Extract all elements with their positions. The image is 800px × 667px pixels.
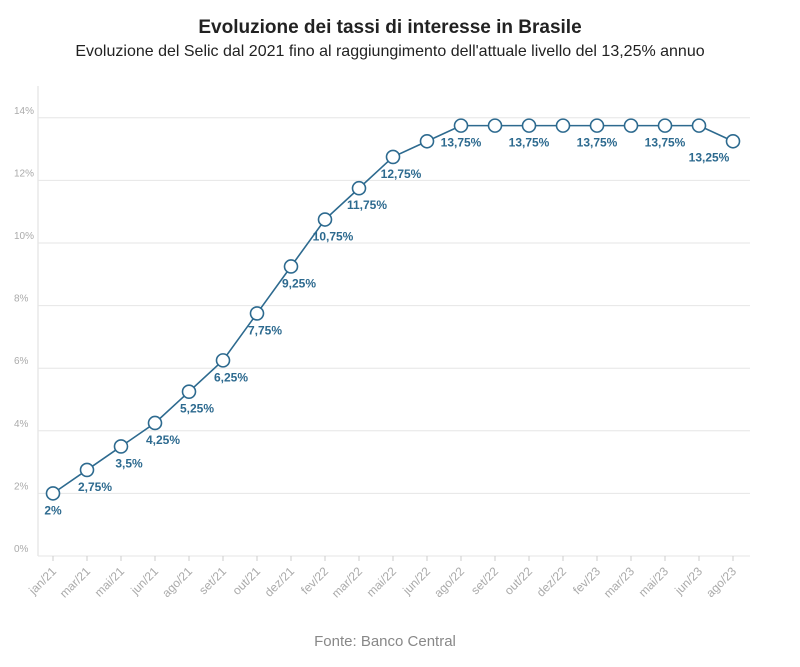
data-label: 13,75% bbox=[441, 136, 482, 150]
y-tick-label: 4% bbox=[14, 419, 29, 430]
x-tick-label: mai/21 bbox=[92, 564, 128, 600]
y-tick-label: 0% bbox=[14, 544, 29, 555]
x-tick-label: jan/21 bbox=[25, 564, 59, 598]
data-point bbox=[283, 259, 299, 274]
x-tick-label: out/21 bbox=[230, 564, 264, 598]
data-point bbox=[555, 118, 571, 133]
data-label: 3,5% bbox=[115, 456, 143, 470]
data-label: 13,25% bbox=[689, 150, 730, 164]
x-tick-label: out/22 bbox=[502, 564, 536, 598]
y-tick-label: 6% bbox=[14, 356, 29, 367]
data-point bbox=[725, 133, 741, 149]
data-point bbox=[521, 118, 537, 133]
x-tick-label: ago/21 bbox=[159, 564, 195, 600]
data-point bbox=[79, 462, 95, 478]
x-tick-label: jun/23 bbox=[671, 564, 705, 598]
x-tick-label: dez/22 bbox=[534, 564, 570, 600]
y-tick-label: 12% bbox=[14, 168, 34, 179]
data-label: 12,75% bbox=[381, 167, 422, 181]
x-tick-label: mar/22 bbox=[329, 564, 366, 601]
data-point bbox=[249, 306, 265, 321]
data-point bbox=[453, 118, 469, 133]
data-label: 2,75% bbox=[78, 480, 112, 494]
data-label: 13,75% bbox=[577, 136, 618, 150]
x-tick-label: mai/22 bbox=[364, 564, 400, 600]
x-tick-label: set/21 bbox=[196, 564, 229, 597]
x-tick-label: mar/21 bbox=[57, 564, 94, 601]
data-point bbox=[147, 415, 163, 431]
data-label: 7,75% bbox=[248, 323, 282, 337]
data-point bbox=[691, 118, 707, 133]
chart-title: Evoluzione dei tassi di interesse in Bra… bbox=[198, 17, 582, 38]
data-point bbox=[45, 486, 61, 501]
x-tick-label: dez/21 bbox=[262, 564, 298, 600]
x-tick-label: jun/21 bbox=[127, 564, 161, 598]
data-point bbox=[487, 118, 503, 133]
data-point bbox=[215, 353, 231, 368]
x-tick-label: fev/22 bbox=[298, 564, 331, 597]
data-point bbox=[623, 118, 639, 133]
data-point bbox=[317, 212, 333, 227]
data-label: 2% bbox=[44, 503, 62, 517]
data-label: 13,75% bbox=[509, 136, 550, 150]
data-point bbox=[181, 384, 197, 399]
data-point bbox=[385, 149, 401, 165]
y-tick-label: 14% bbox=[14, 106, 34, 117]
x-tick-label: mai/23 bbox=[636, 564, 672, 600]
data-point bbox=[589, 118, 605, 133]
data-label: 10,75% bbox=[313, 230, 354, 244]
x-tick-label: ago/23 bbox=[703, 564, 739, 600]
data-label: 4,25% bbox=[146, 433, 180, 447]
x-tick-label: jun/22 bbox=[399, 564, 433, 598]
x-tick-label: ago/22 bbox=[431, 564, 467, 600]
data-point bbox=[419, 133, 435, 149]
x-tick-label: set/22 bbox=[468, 564, 501, 597]
data-label: 6,25% bbox=[214, 370, 248, 384]
chart-subtitle: Evoluzione del Selic dal 2021 fino al ra… bbox=[75, 43, 705, 60]
data-label: 11,75% bbox=[347, 198, 387, 212]
data-point bbox=[657, 118, 673, 133]
x-tick-label: fev/23 bbox=[570, 564, 603, 597]
data-label: 9,25% bbox=[282, 276, 316, 290]
data-label: 5,25% bbox=[180, 402, 214, 416]
x-tick-label: mar/23 bbox=[601, 564, 638, 601]
y-tick-label: 2% bbox=[14, 481, 29, 492]
data-label: 13,75% bbox=[645, 136, 686, 150]
y-tick-label: 10% bbox=[14, 231, 34, 242]
chart-source: Fonte: Banco Central bbox=[314, 633, 456, 650]
y-tick-label: 8% bbox=[14, 294, 29, 305]
data-point bbox=[351, 180, 367, 196]
data-point bbox=[113, 439, 129, 454]
